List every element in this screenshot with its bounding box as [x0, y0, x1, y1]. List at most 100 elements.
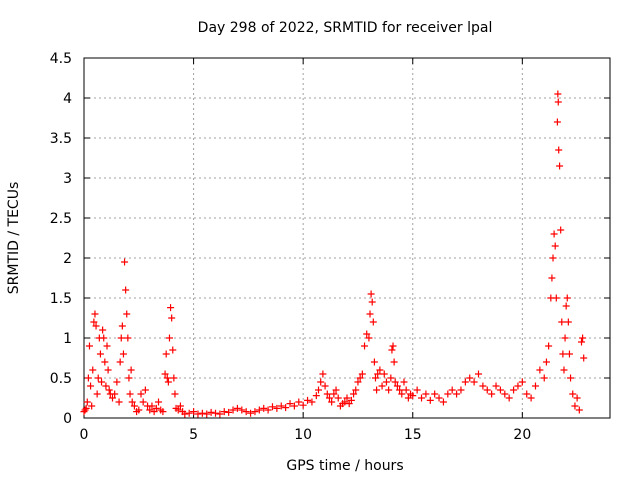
data-point	[400, 378, 408, 386]
x-tick-label: 10	[294, 427, 312, 443]
data-point	[207, 408, 215, 416]
data-point	[448, 386, 456, 394]
data-point	[523, 390, 531, 398]
data-point	[82, 404, 90, 412]
data-point	[325, 394, 333, 402]
data-point	[328, 398, 336, 406]
y-tick-label: 0	[63, 411, 72, 427]
data-point	[176, 402, 184, 410]
data-point	[216, 410, 224, 418]
data-point	[505, 394, 513, 402]
data-point	[343, 394, 351, 402]
data-point	[553, 118, 561, 126]
data-point	[350, 390, 358, 398]
data-point	[100, 334, 108, 342]
data-point	[119, 350, 127, 358]
chart-title: Day 298 of 2022, SRMTID for receiver lpa…	[198, 20, 493, 36]
data-point	[92, 322, 100, 330]
data-point	[352, 386, 360, 394]
data-point	[102, 382, 110, 390]
data-point	[552, 294, 560, 302]
data-point	[556, 162, 564, 170]
data-point	[461, 378, 469, 386]
data-point	[103, 342, 111, 350]
data-point	[396, 386, 404, 394]
data-point	[251, 408, 259, 416]
y-tick-label: 4	[63, 91, 72, 107]
data-point	[376, 366, 384, 374]
data-point	[185, 409, 193, 417]
y-tick-label: 2.5	[50, 211, 72, 227]
data-point	[578, 338, 586, 346]
data-point	[123, 310, 131, 318]
data-point	[341, 398, 349, 406]
data-point	[88, 402, 96, 410]
data-point	[264, 406, 272, 414]
data-point	[562, 302, 570, 310]
data-point	[366, 310, 374, 318]
data-point	[229, 406, 237, 414]
data-point	[402, 386, 410, 394]
data-point	[81, 406, 89, 414]
data-point	[174, 406, 182, 414]
data-point	[561, 334, 569, 342]
data-point	[111, 390, 119, 398]
data-point	[558, 318, 566, 326]
data-point	[518, 378, 526, 386]
data-point	[203, 410, 211, 418]
data-point	[121, 258, 129, 266]
data-point	[225, 408, 233, 416]
data-point	[496, 386, 504, 394]
data-point	[308, 398, 316, 406]
data-point	[319, 370, 327, 378]
data-point	[169, 346, 177, 354]
data-point	[444, 390, 452, 398]
data-point	[470, 378, 478, 386]
data-point	[101, 358, 109, 366]
data-point	[91, 310, 99, 318]
data-point	[374, 370, 382, 378]
data-point	[380, 370, 388, 378]
data-point	[557, 226, 565, 234]
tick-layer: 0 0.5 1 1.5 2 2.5 3 3.5 4 4.5 0 5 10 15 20	[50, 51, 610, 443]
data-point	[321, 382, 329, 390]
x-tick-label: 20	[513, 427, 531, 443]
data-point	[87, 382, 95, 390]
data-point	[163, 374, 171, 382]
data-point	[479, 382, 487, 390]
x-tick-label: 15	[404, 427, 422, 443]
data-point	[96, 350, 104, 358]
y-axis-label: SRMTID / TECUs	[6, 182, 22, 295]
data-point	[573, 394, 581, 402]
data-point	[155, 398, 163, 406]
data-point	[159, 408, 167, 416]
data-point	[194, 410, 202, 418]
data-point	[190, 408, 198, 416]
grid-layer	[84, 58, 610, 418]
data-point	[475, 370, 482, 378]
data-point	[105, 386, 113, 394]
data-point	[371, 374, 379, 382]
data-point	[93, 390, 101, 398]
data-point	[127, 366, 135, 374]
data-point	[431, 390, 439, 398]
data-point	[260, 404, 268, 412]
data-point	[255, 406, 263, 414]
y-tick-label: 4.5	[50, 51, 72, 67]
data-point	[334, 394, 342, 402]
data-point	[167, 304, 175, 312]
data-point	[116, 358, 124, 366]
data-point	[363, 330, 371, 338]
data-point	[514, 382, 522, 390]
data-point	[569, 390, 577, 398]
data-point	[312, 392, 320, 400]
data-point	[580, 354, 588, 362]
data-point	[94, 374, 102, 382]
data-point	[104, 366, 112, 374]
data-point	[382, 378, 390, 386]
data-point	[212, 409, 219, 417]
data-point	[368, 298, 376, 306]
data-point	[439, 398, 447, 406]
data-point	[304, 396, 312, 404]
